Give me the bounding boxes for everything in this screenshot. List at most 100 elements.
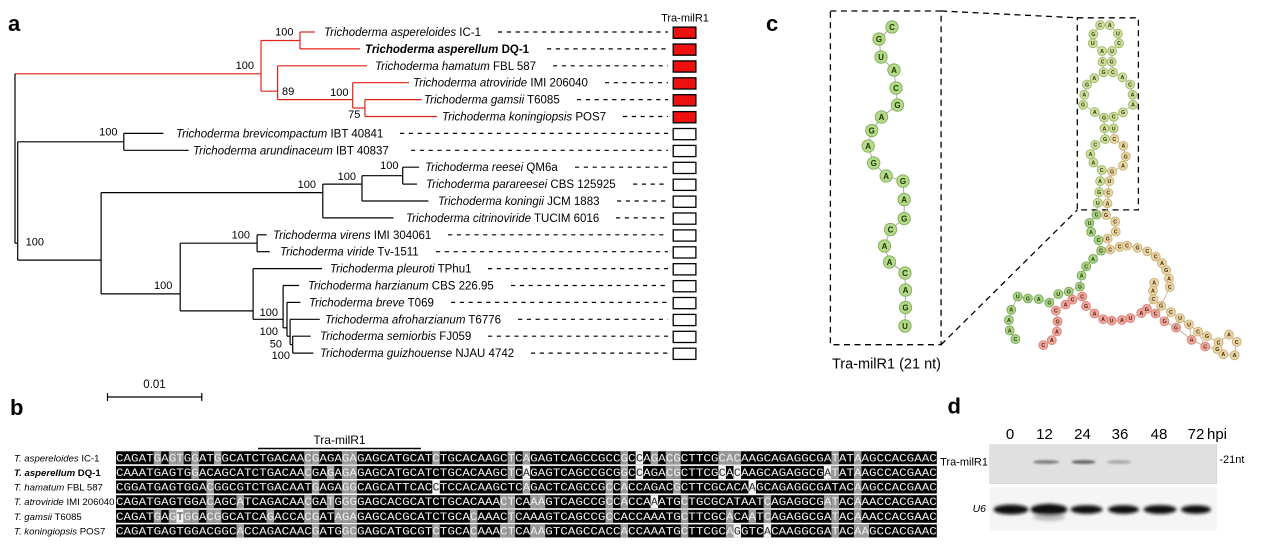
svg-text:A: A [1152,281,1156,287]
svg-text:G: G [1102,70,1106,76]
svg-text:0: 0 [1006,426,1014,443]
svg-text:U: U [1128,316,1132,322]
svg-text:50: 50 [270,339,282,351]
svg-text:A: A [903,286,909,295]
svg-text:G: G [1162,319,1166,325]
svg-text:C: C [1203,344,1207,350]
svg-text:G: G [1159,304,1163,310]
svg-text:C: C [1125,244,1129,250]
svg-text:b: b [10,395,23,420]
svg-text:G: G [1084,304,1088,310]
svg-text:C: C [1054,309,1058,315]
svg-text:c: c [766,11,778,36]
svg-text:G: G [734,526,741,538]
svg-text:Trichoderma hamatum FBL 587: Trichoderma hamatum FBL 587 [375,61,536,73]
svg-text:12: 12 [1036,426,1053,443]
svg-text:A: A [1050,338,1054,344]
svg-text:C: C [1111,70,1115,76]
svg-text:U: U [878,53,884,62]
svg-text:G: G [1099,249,1103,255]
svg-text:C: C [1112,115,1116,121]
svg-text:A: A [887,258,893,267]
svg-text:A: A [1121,164,1125,170]
svg-text:U: U [1016,294,1020,300]
svg-text:C: C [1151,297,1155,303]
svg-text:Trichoderma harzianum CBS 226.: Trichoderma harzianum CBS 226.95 [308,281,494,293]
svg-text:A: A [824,468,831,480]
svg-text:Trichoderma koningiopsis POS7: Trichoderma koningiopsis POS7 [442,112,606,124]
svg-text:U6: U6 [973,503,987,515]
svg-text:A: A [1091,257,1095,263]
svg-text:G: G [1103,137,1107,143]
svg-text:A: A [1008,328,1012,334]
svg-text:G: G [1215,347,1219,353]
svg-text:A: A [1037,297,1041,303]
svg-text:U: U [1112,126,1116,132]
svg-text:A: A [749,483,756,495]
svg-text:A: A [1098,179,1102,185]
svg-text:U: U [1056,292,1060,298]
svg-text:A: A [1131,93,1135,99]
svg-text:A: A [1131,103,1135,109]
svg-text:G: G [1174,326,1178,332]
svg-text:T. aspereloides IC-1: T. aspereloides IC-1 [14,453,100,464]
svg-text:A: A [1102,126,1106,132]
svg-text:C: C [893,84,899,93]
svg-text:Trichoderma reesei QM6a: Trichoderma reesei QM6a [425,162,558,174]
svg-text:C: C [1128,82,1132,88]
svg-text:A: A [1093,311,1097,317]
svg-text:C: C [1093,143,1097,149]
svg-text:0.01: 0.01 [143,379,165,391]
svg-text:Trichoderma gamsii T6085: Trichoderma gamsii T6085 [424,95,560,107]
svg-text:36: 36 [1112,426,1129,443]
svg-text:100: 100 [99,127,117,139]
svg-text:G: G [901,214,907,223]
svg-text:C: C [889,23,895,32]
svg-text:C: C [1071,298,1075,304]
svg-text:C: C [1097,238,1101,244]
svg-text:T. gamsii T6085: T. gamsii T6085 [14,512,82,523]
svg-text:100: 100 [260,326,278,338]
svg-text:CAGATGAGTGGACGGCATCAGACCACGATA: CAGATGAGTGGACGGCATCAGACCACGATAGAGAGCACGC… [116,512,937,524]
svg-text:G: G [1135,246,1139,252]
svg-text:Trichoderma citrinoviride TUCI: Trichoderma citrinoviride TUCIM 6016 [406,213,599,225]
svg-text:C: C [1169,310,1173,316]
svg-text:G: G [1205,334,1209,340]
svg-text:G: G [900,177,906,186]
svg-text:G: G [1106,236,1110,242]
svg-text:72: 72 [1188,426,1205,443]
svg-text:G: G [1067,290,1071,296]
svg-text:C: C [636,453,643,465]
svg-text:C: C [1154,311,1158,317]
svg-text:U: U [1091,41,1095,47]
svg-text:C: C [1041,343,1045,349]
svg-text:C: C [1098,23,1102,29]
svg-text:100: 100 [380,160,398,172]
svg-text:A: A [891,66,897,75]
svg-text:100: 100 [338,171,356,183]
svg-text:C: C [1113,220,1117,226]
svg-text:U: U [1110,319,1114,325]
svg-text:A: A [1101,317,1105,323]
svg-text:Tra-milR1: Tra-milR1 [940,457,988,469]
svg-text:C: C [1114,230,1118,236]
svg-text:100: 100 [260,307,278,319]
svg-text:A: A [1100,49,1104,55]
svg-text:100: 100 [154,280,172,292]
svg-text:Trichoderma brevicompactum IBT: Trichoderma brevicompactum IBT 40841 [176,128,383,140]
svg-text:Trichoderma pleuroti TPhu1: Trichoderma pleuroti TPhu1 [330,264,471,276]
svg-text:C: C [1084,264,1088,270]
svg-text:G: G [1047,301,1051,307]
svg-text:A: A [1233,353,1237,359]
svg-text:A: A [651,497,658,509]
svg-text:100: 100 [330,87,348,99]
svg-text:d: d [948,393,961,418]
svg-text:Trichoderma afroharzianum T677: Trichoderma afroharzianum T6776 [325,314,501,326]
svg-text:C: C [1145,249,1149,255]
svg-text:U: U [1107,179,1111,185]
svg-text:G: G [1026,296,1030,302]
svg-text:G: G [1124,154,1128,160]
svg-text:75: 75 [348,109,360,121]
svg-text:Tra-milR1: Tra-milR1 [313,433,366,447]
svg-text:A: A [879,113,885,122]
